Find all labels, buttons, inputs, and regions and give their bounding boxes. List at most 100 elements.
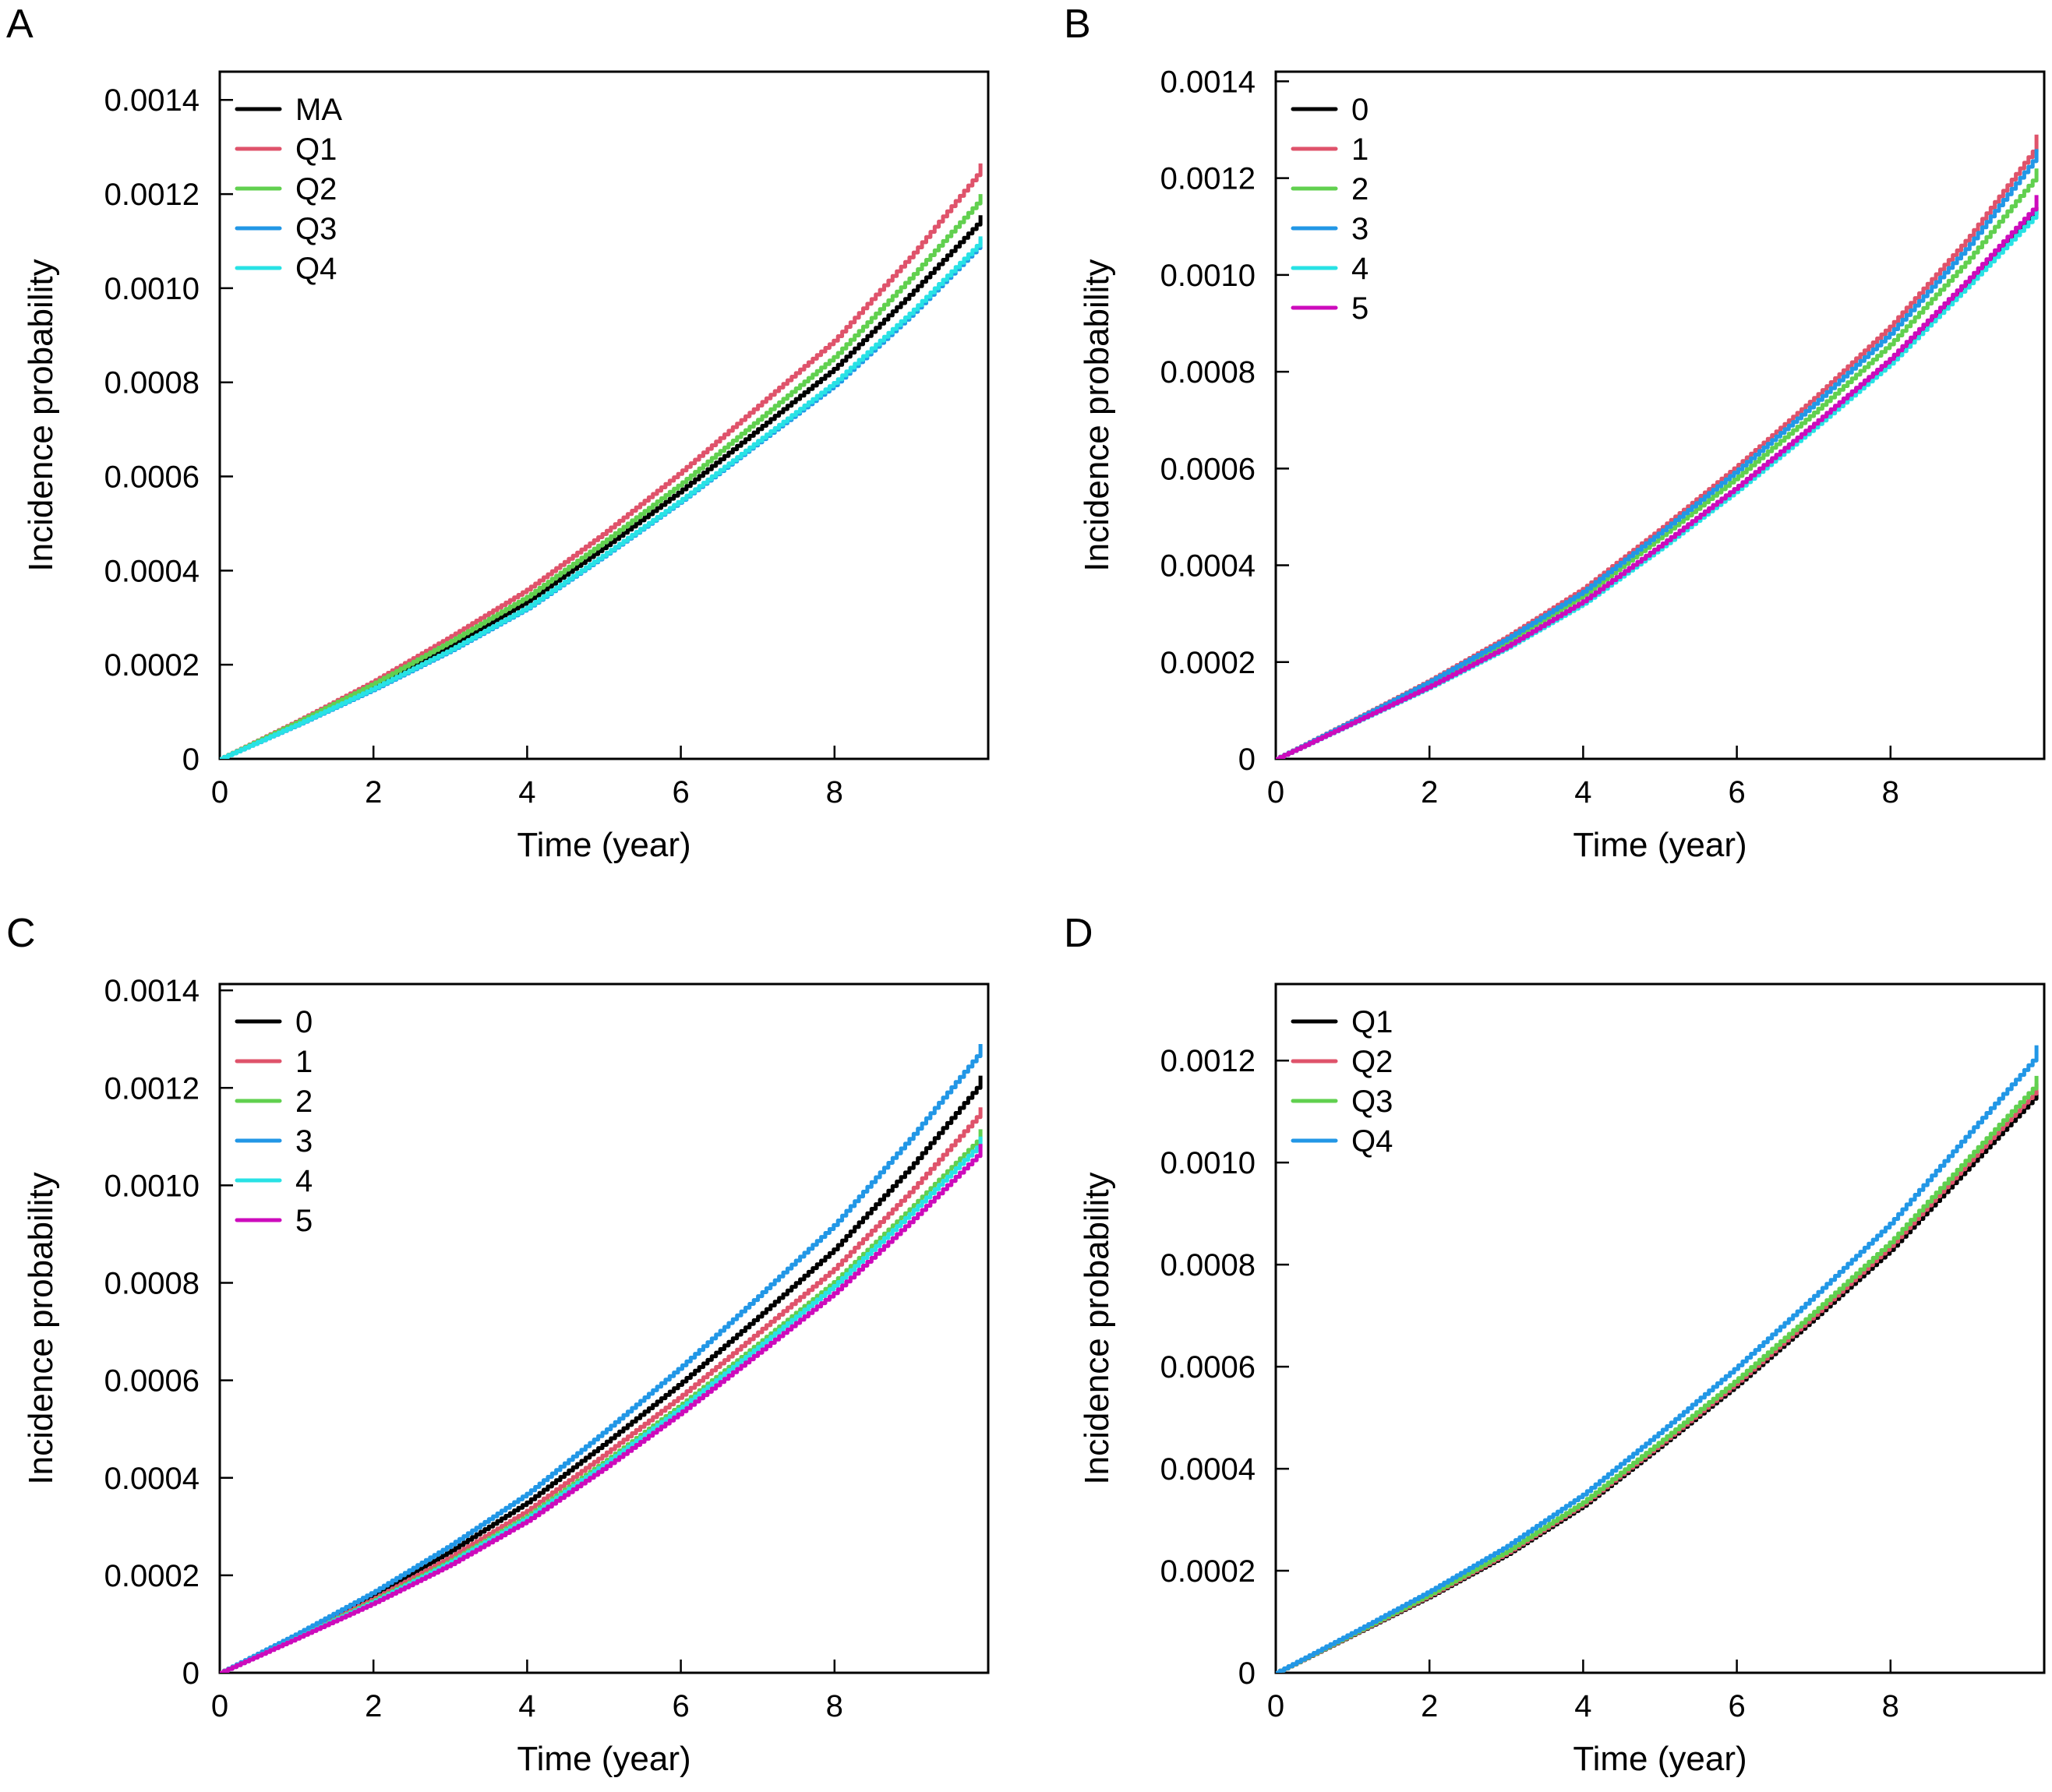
plot-frame [1274, 982, 2046, 1674]
x-axis-title: Time (year) [1573, 1740, 1746, 1778]
x-tick-label: 2 [1421, 775, 1438, 810]
series-line-q4 [1276, 1045, 2039, 1673]
y-tick-label: 0.0006 [1160, 452, 1256, 486]
legend-label: Q4 [1351, 1124, 1393, 1159]
y-tick-label: 0.0008 [104, 366, 200, 400]
legend: MA Q1 Q2 Q3 Q4 [235, 93, 342, 286]
series-line-3 [1276, 149, 2039, 759]
series-line-q3 [220, 238, 983, 759]
y-tick-label: 0.0010 [104, 1169, 200, 1203]
legend-label: Q4 [295, 252, 337, 286]
series-line-5 [220, 1144, 983, 1673]
series-line-1 [1276, 134, 2039, 759]
y-axis-title: Incidence probability [1078, 259, 1116, 571]
legend-label: MA [295, 93, 342, 127]
y-tick-label: 0.0012 [1160, 162, 1256, 196]
y-tick-label: 0.0004 [1160, 549, 1256, 584]
legend-label: 3 [1351, 212, 1369, 246]
panel-c: C 0 0.0002 0.0004 0.0006 0.0008 0.0010 0.0012 0.… [6, 911, 990, 1778]
y-tick-label: 0.0008 [104, 1267, 200, 1301]
y-tick-label: 0 [1238, 743, 1256, 777]
x-tick-label: 0 [1267, 775, 1284, 810]
legend-label: Q2 [1351, 1045, 1393, 1079]
y-tick-label: 0.0006 [1160, 1350, 1256, 1385]
x-tick-label: 4 [1574, 1689, 1591, 1723]
legend-label: 4 [1351, 252, 1369, 286]
legend-label: 1 [295, 1045, 313, 1079]
legend-label: 5 [1351, 291, 1369, 326]
x-tick-label: 4 [1574, 775, 1591, 810]
series-line-2 [1276, 168, 2039, 759]
x-tick-label: 4 [518, 1689, 535, 1723]
x-tick-label: 6 [1728, 775, 1745, 810]
x-tick-label: 4 [518, 775, 535, 810]
series-line-q3 [1276, 1075, 2039, 1673]
x-tick-label: 8 [826, 775, 843, 810]
panel-label: D [1064, 911, 1093, 956]
panel-a: A 0 0.0002 0.0004 0.0006 0.0008 0.0010 0.0012 0.… [6, 2, 990, 864]
series-line-3 [220, 1044, 983, 1673]
legend: 0 1 2 3 4 5 [1291, 93, 1369, 326]
y-tick-label: 0.0012 [104, 1071, 200, 1106]
x-tick-label: 0 [1267, 1689, 1284, 1723]
y-tick-label: 0.0010 [1160, 259, 1256, 293]
y-tick-label: 0.0008 [1160, 1248, 1256, 1282]
y-tick-label: 0.0006 [104, 1364, 200, 1399]
y-axis-title: Incidence probability [22, 259, 60, 571]
x-tick-label: 8 [1882, 775, 1899, 810]
y-tick-label: 0.0004 [104, 1462, 200, 1496]
y-tick-label: 0.0010 [104, 272, 200, 306]
x-tick-label: 8 [1882, 1689, 1899, 1723]
legend-label: 5 [295, 1204, 313, 1238]
legend-label: Q3 [295, 212, 337, 246]
y-axis-title: Incidence probability [22, 1172, 60, 1484]
y-tick-label: 0.0004 [1160, 1452, 1256, 1487]
y-tick-label: 0.0008 [1160, 355, 1256, 390]
legend-label: 2 [295, 1085, 313, 1119]
x-tick-label: 0 [211, 775, 228, 810]
y-tick-label: 0 [182, 1656, 200, 1691]
series-line-2 [220, 1129, 983, 1673]
x-tick-label: 2 [1421, 1689, 1438, 1723]
y-tick-label: 0.0014 [104, 974, 200, 1008]
legend: Q1 Q2 Q3 Q4 [1291, 1005, 1393, 1159]
legend-label: Q2 [295, 172, 337, 206]
legend-label: Q1 [295, 132, 337, 167]
legend-label: Q1 [1351, 1005, 1393, 1039]
legend-label: 3 [295, 1124, 313, 1159]
series-line-q1 [1276, 1091, 2039, 1673]
series-line-ma [220, 215, 983, 759]
plot-frame [218, 982, 990, 1674]
panel-label: B [1064, 2, 1091, 47]
legend-label: Q3 [1351, 1085, 1393, 1119]
legend: 0 1 2 3 4 5 [235, 1005, 313, 1238]
y-tick-label: 0.0002 [104, 648, 200, 683]
y-tick-label: 0.0010 [1160, 1146, 1256, 1180]
x-tick-label: 2 [365, 775, 382, 810]
x-axis-title: Time (year) [517, 1740, 690, 1778]
plot-frame [218, 70, 990, 760]
y-tick-label: 0.0006 [104, 460, 200, 495]
series-line-q4 [220, 236, 983, 759]
panel-d: D 0 0.0002 0.0004 0.0006 0.0008 0.0010 0.0012 0 2… [1064, 911, 2046, 1778]
y-tick-label: 0 [1238, 1656, 1256, 1691]
legend-label: 0 [1351, 93, 1369, 127]
y-tick-label: 0.0002 [104, 1559, 200, 1593]
legend-label: 1 [1351, 132, 1369, 167]
x-tick-label: 0 [211, 1689, 228, 1723]
plot-frame [1274, 70, 2046, 760]
y-tick-label: 0.0012 [1160, 1044, 1256, 1078]
panel-label: A [6, 2, 34, 47]
y-tick-label: 0 [182, 743, 200, 777]
series-line-5 [1276, 195, 2039, 759]
y-tick-label: 0.0014 [104, 83, 200, 118]
series-line-0 [220, 1075, 983, 1673]
legend-label: 2 [1351, 172, 1369, 206]
x-tick-label: 2 [365, 1689, 382, 1723]
x-axis-title: Time (year) [1573, 826, 1746, 864]
legend-label: 4 [295, 1164, 313, 1198]
x-tick-label: 6 [672, 1689, 689, 1723]
y-tick-label: 0.0014 [1160, 65, 1256, 99]
x-axis-title: Time (year) [517, 826, 690, 864]
